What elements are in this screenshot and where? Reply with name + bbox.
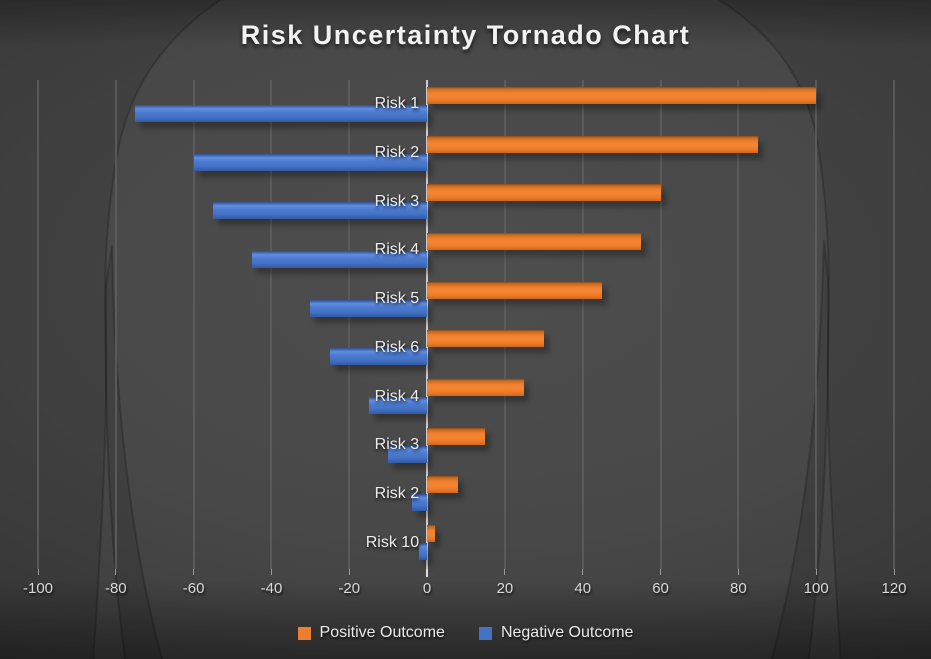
axis-tick-mark (348, 569, 350, 575)
negative-bar (368, 397, 428, 415)
positive-bar (427, 427, 486, 445)
axis-tick-label: 20 (496, 580, 514, 597)
positive-bar (427, 281, 603, 299)
gridline (192, 80, 195, 569)
axis-tick-label: 80 (730, 580, 747, 597)
plot-area: Risk 1 Risk 2 Risk 3 Risk 4 Risk 5 Risk 6 Risk… (23, 80, 907, 597)
legend-label-negative: Negative Outcome (500, 624, 634, 641)
positive-bar (427, 135, 758, 153)
category-label: Risk 3 (374, 436, 420, 454)
positive-bar (427, 476, 459, 494)
negative-bar (310, 299, 428, 317)
negative-bar (329, 348, 428, 366)
axis-tick-label: 40 (574, 580, 592, 597)
axis-tick-mark (893, 569, 895, 575)
chart-title: Risk Uncertainty Tornado Chart (240, 20, 691, 50)
positive-series-swatch-icon (297, 626, 311, 640)
negative-series-swatch-icon (478, 626, 492, 640)
category-label: Risk 1 (374, 95, 420, 113)
negative-bar (252, 250, 428, 268)
gridline (503, 80, 506, 569)
positive-bar (427, 525, 435, 543)
axis-tick-mark (37, 569, 39, 575)
axis-tick-mark (504, 569, 506, 575)
gridline (581, 80, 584, 569)
axis-tick-label: -100 (22, 580, 54, 597)
axis-tick-label: -80 (104, 580, 127, 597)
gridline (659, 80, 662, 569)
axis-tick-mark (270, 569, 272, 575)
gridline (737, 80, 740, 569)
gridline (348, 80, 351, 569)
gridline (893, 80, 895, 569)
positive-bar (427, 330, 544, 348)
axis-tick-label: 100 (803, 580, 829, 597)
axis-tick-label: 60 (652, 580, 669, 597)
category-label: Risk 3 (374, 192, 420, 210)
positive-bar (427, 86, 817, 104)
axis-tick-mark (815, 569, 817, 575)
axis-tick-label: 0 (422, 580, 432, 597)
axis-tick-mark (660, 569, 662, 575)
category-label: Risk 6 (374, 338, 420, 356)
legend-item-negative: Negative Outcome (478, 624, 634, 642)
positive-bar (427, 379, 525, 397)
negative-bar (411, 494, 428, 512)
legend: Positive Outcome Negative Outcome (0, 621, 931, 645)
axis-tick-label: -60 (182, 580, 205, 597)
negative-bar (135, 104, 428, 122)
axis-tick-mark (737, 569, 739, 575)
category-label: Risk 4 (374, 241, 420, 259)
axis-tick-label: -20 (338, 580, 361, 597)
gridline (37, 80, 39, 569)
legend-item-positive: Positive Outcome (297, 624, 445, 642)
category-label: Risk 10 (365, 533, 420, 551)
axis-tick-mark (193, 569, 195, 575)
negative-bar (419, 543, 428, 561)
category-label: Risk 4 (374, 387, 420, 405)
negative-bar (388, 445, 428, 463)
axis-tick-label: 120 (881, 580, 907, 597)
category-label: Risk 2 (374, 484, 420, 502)
axis-tick-mark (582, 569, 584, 575)
negative-bar (193, 153, 428, 171)
zero-axis-line (426, 80, 429, 569)
positive-bar (427, 232, 642, 250)
legend-label-positive: Positive Outcome (319, 624, 445, 641)
axis-tick-mark (426, 569, 429, 577)
positive-bar (427, 184, 661, 202)
gridline (114, 80, 117, 569)
negative-bar (213, 202, 428, 220)
gridline (270, 80, 273, 569)
gridline (815, 80, 818, 569)
category-label: Risk 2 (374, 144, 420, 162)
category-label: Risk 5 (374, 290, 420, 308)
axis-tick-mark (115, 569, 117, 575)
axis-tick-label: -40 (260, 580, 283, 597)
